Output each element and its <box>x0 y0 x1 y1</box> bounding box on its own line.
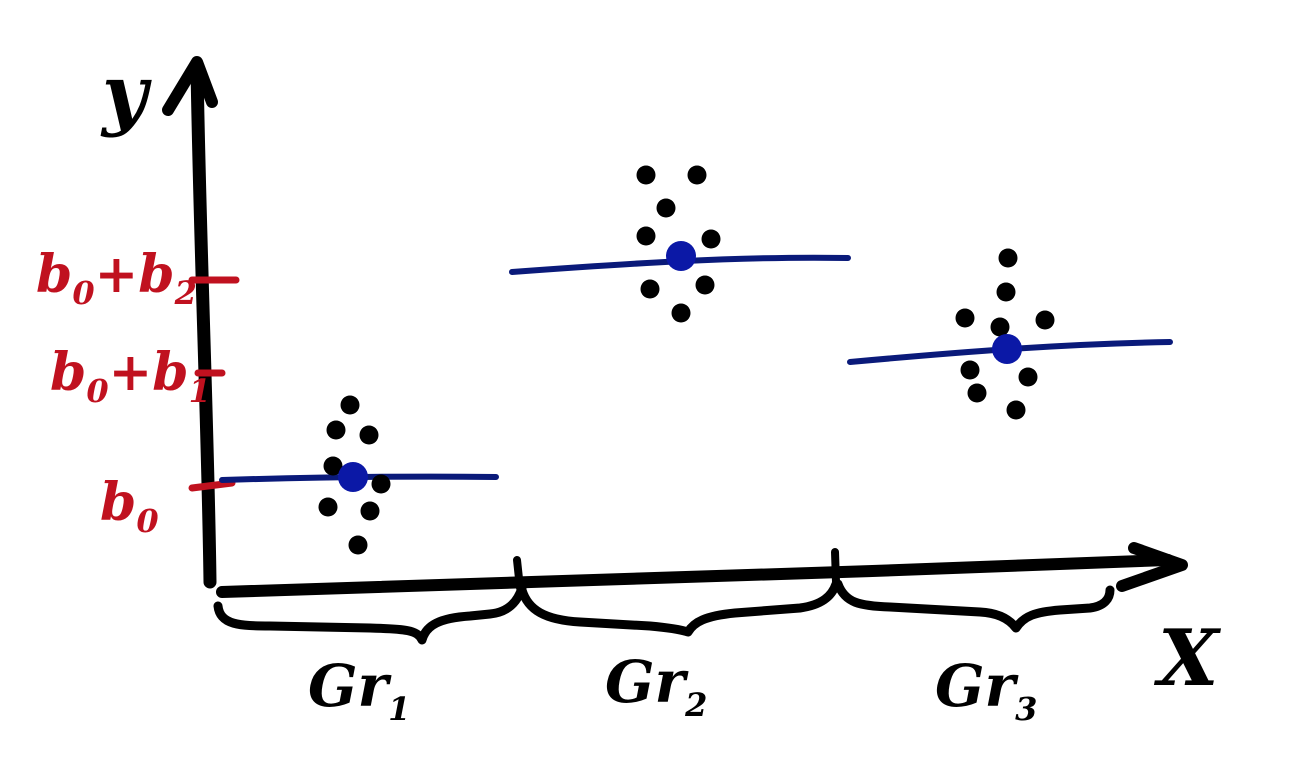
data-point <box>701 229 721 249</box>
group-label-3: Gr3 <box>935 652 1037 728</box>
data-point <box>695 275 715 295</box>
data-point <box>996 282 1016 302</box>
x-axis <box>216 554 1174 598</box>
brace-group-1 <box>213 583 527 645</box>
data-point <box>359 425 379 445</box>
data-point <box>955 308 975 328</box>
data-point <box>656 198 676 218</box>
y-tick-label-b0-b2: b0+b2 <box>36 244 197 312</box>
group-mean-3 <box>992 334 1022 364</box>
x-axis-arrowhead <box>1116 542 1188 592</box>
y-axis-arrowhead <box>162 56 218 116</box>
data-point <box>340 395 360 415</box>
data-point <box>960 360 980 380</box>
group-label-1: Gr1 <box>308 652 410 728</box>
data-point <box>360 501 380 521</box>
group-mean-2 <box>666 241 696 271</box>
points-group-3 <box>955 248 1055 420</box>
data-point <box>640 279 660 299</box>
data-point <box>323 456 343 476</box>
y-axis-label: y <box>100 48 152 139</box>
points-group-2 <box>636 165 721 323</box>
data-point <box>998 248 1018 268</box>
group-mean-1 <box>338 462 368 492</box>
data-point <box>1006 400 1026 420</box>
x-boundary-tick-2 <box>831 548 840 586</box>
data-point <box>636 226 656 246</box>
y-tick-b0 <box>188 479 236 492</box>
brace-group-3 <box>833 579 1115 633</box>
data-point <box>318 497 338 517</box>
data-point <box>371 474 391 494</box>
data-point <box>967 383 987 403</box>
data-point <box>671 303 691 323</box>
y-tick-label-b0-b1: b0+b1 <box>50 342 211 410</box>
y-axis <box>190 61 217 589</box>
group-label-2: Gr2 <box>605 648 707 724</box>
brace-group-2 <box>517 579 841 637</box>
x-axis-label: X <box>1153 613 1222 704</box>
data-point <box>326 420 346 440</box>
data-point <box>636 165 656 185</box>
y-tick-label-b0: b0 <box>100 472 159 540</box>
data-point <box>348 535 368 555</box>
points-group-1 <box>318 395 391 555</box>
data-point <box>1035 310 1055 330</box>
x-boundary-tick-1 <box>513 556 524 592</box>
data-point <box>687 165 707 185</box>
data-point <box>990 317 1010 337</box>
data-point <box>1018 367 1038 387</box>
